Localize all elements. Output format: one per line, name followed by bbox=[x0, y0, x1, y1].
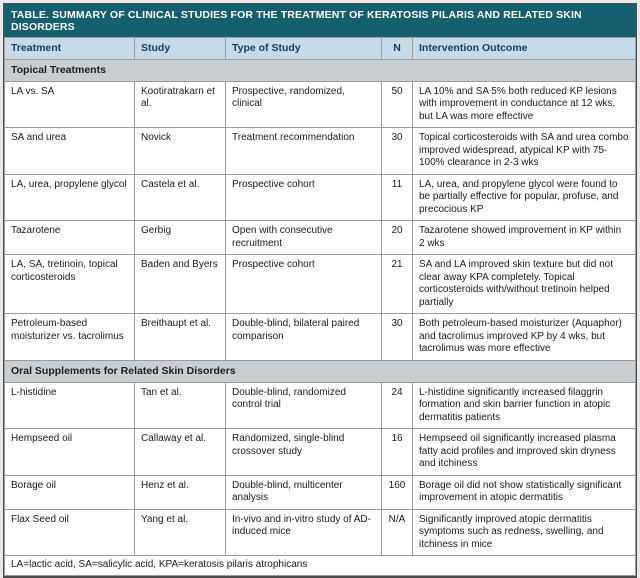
outcome-cell: Significantly improved atopic dermatitis… bbox=[412, 508, 636, 556]
table-title: TABLE. SUMMARY OF CLINICAL STUDIES FOR T… bbox=[4, 4, 636, 37]
table-row: LA, urea, propylene glycol Castela et al… bbox=[4, 173, 636, 221]
outcome-cell: Borage oil did not show statistically si… bbox=[412, 474, 636, 510]
n-cell: 20 bbox=[381, 220, 413, 255]
treatment-cell: LA, urea, propylene glycol bbox=[4, 173, 135, 221]
n-cell: N/A bbox=[381, 508, 413, 556]
type-cell: Treatment recommendation bbox=[225, 127, 382, 175]
n-cell: 21 bbox=[381, 254, 413, 314]
col-header-intervention-outcome: Intervention Outcome bbox=[412, 37, 636, 60]
study-cell: Kootiratrakarn et al. bbox=[134, 80, 226, 128]
table-row: Petroleum-based moisturizer vs. tacrolim… bbox=[4, 313, 636, 361]
study-cell: Tan et al. bbox=[134, 381, 226, 429]
n-cell: 160 bbox=[381, 474, 413, 510]
n-cell: 24 bbox=[381, 381, 413, 429]
table-row: Flax Seed oil Yang et al. In-vivo and in… bbox=[4, 508, 636, 556]
col-header-n: N bbox=[381, 37, 413, 60]
outcome-cell: Tazarotene showed improvement in KP with… bbox=[412, 220, 636, 255]
type-cell: Open with consecutive recruitment bbox=[225, 220, 382, 255]
table-row: SA and urea Novick Treatment recommendat… bbox=[4, 127, 636, 175]
section-header-row: Topical Treatments bbox=[4, 58, 636, 82]
col-header-type-of-study: Type of Study bbox=[225, 37, 382, 60]
type-cell: Prospective cohort bbox=[225, 254, 382, 314]
col-header-treatment: Treatment bbox=[4, 37, 135, 60]
clinical-studies-table: TABLE. SUMMARY OF CLINICAL STUDIES FOR T… bbox=[3, 3, 637, 578]
type-cell: Double-blind, bilateral paired compariso… bbox=[225, 313, 382, 361]
studies-table: Treatment Study Type of Study N Interven… bbox=[4, 37, 636, 576]
treatment-cell: Tazarotene bbox=[4, 220, 135, 255]
outcome-cell: Topical corticosteroids with SA and urea… bbox=[412, 127, 636, 175]
outcome-cell: L-histidine significantly increased fila… bbox=[412, 381, 636, 429]
outcome-cell: LA, urea, and propylene glycol were foun… bbox=[412, 173, 636, 221]
table-row: LA vs. SA Kootiratrakarn et al. Prospect… bbox=[4, 80, 636, 128]
type-cell: Double-blind, randomized control trial bbox=[225, 381, 382, 429]
n-cell: 50 bbox=[381, 80, 413, 128]
treatment-cell: Borage oil bbox=[4, 474, 135, 510]
column-header-row: Treatment Study Type of Study N Interven… bbox=[4, 37, 636, 60]
n-cell: 30 bbox=[381, 313, 413, 361]
type-cell: Prospective, randomized, clinical bbox=[225, 80, 382, 128]
n-cell: 11 bbox=[381, 173, 413, 221]
section-header-row: Oral Supplements for Related Skin Disord… bbox=[4, 359, 636, 383]
type-cell: In-vivo and in-vitro study of AD-induced… bbox=[225, 508, 382, 556]
n-cell: 30 bbox=[381, 127, 413, 175]
type-cell: Prospective cohort bbox=[225, 173, 382, 221]
footnote-row: LA=lactic acid, SA=salicylic acid, KPA=k… bbox=[4, 555, 636, 576]
table-row: LA, SA, tretinoin, topical corticosteroi… bbox=[4, 254, 636, 314]
table-row: Tazarotene Gerbig Open with consecutive … bbox=[4, 220, 636, 255]
type-cell: Double-blind, multicenter analysis bbox=[225, 474, 382, 510]
outcome-cell: Hempseed oil significantly increased pla… bbox=[412, 428, 636, 476]
outcome-cell: SA and LA improved skin texture but did … bbox=[412, 254, 636, 314]
study-cell: Baden and Byers bbox=[134, 254, 226, 314]
treatment-cell: Hempseed oil bbox=[4, 428, 135, 476]
footnote: LA=lactic acid, SA=salicylic acid, KPA=k… bbox=[4, 555, 636, 576]
study-cell: Novick bbox=[134, 127, 226, 175]
outcome-cell: Both petroleum-based moisturizer (Aquaph… bbox=[412, 313, 636, 361]
table-row: Borage oil Henz et al. Double-blind, mul… bbox=[4, 474, 636, 510]
study-cell: Castela et al. bbox=[134, 173, 226, 221]
section-header-oral-supplements: Oral Supplements for Related Skin Disord… bbox=[4, 359, 636, 383]
treatment-cell: Flax Seed oil bbox=[4, 508, 135, 556]
study-cell: Gerbig bbox=[134, 220, 226, 255]
col-header-study: Study bbox=[134, 37, 226, 60]
study-cell: Callaway et al. bbox=[134, 428, 226, 476]
treatment-cell: Petroleum-based moisturizer vs. tacrolim… bbox=[4, 313, 135, 361]
study-cell: Henz et al. bbox=[134, 474, 226, 510]
study-cell: Yang et al. bbox=[134, 508, 226, 556]
treatment-cell: L-histidine bbox=[4, 381, 135, 429]
study-cell: Breithaupt et al. bbox=[134, 313, 226, 361]
type-cell: Randomized, single-blind crossover study bbox=[225, 428, 382, 476]
section-header-topical: Topical Treatments bbox=[4, 58, 636, 82]
table-row: Hempseed oil Callaway et al. Randomized,… bbox=[4, 428, 636, 476]
treatment-cell: SA and urea bbox=[4, 127, 135, 175]
n-cell: 16 bbox=[381, 428, 413, 476]
outcome-cell: LA 10% and SA 5% both reduced KP lesions… bbox=[412, 80, 636, 128]
treatment-cell: LA, SA, tretinoin, topical corticosteroi… bbox=[4, 254, 135, 314]
table-row: L-histidine Tan et al. Double-blind, ran… bbox=[4, 381, 636, 429]
treatment-cell: LA vs. SA bbox=[4, 80, 135, 128]
